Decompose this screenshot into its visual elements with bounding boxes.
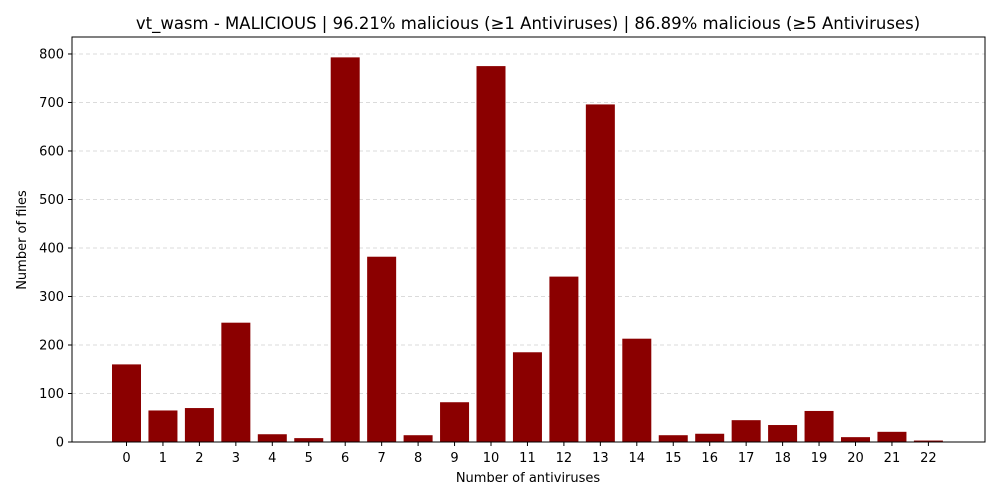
y-tick-label: 400 [39, 241, 64, 256]
bar [257, 434, 287, 442]
bar [112, 364, 141, 442]
bar [440, 402, 470, 442]
x-tick-label: 18 [774, 451, 791, 466]
x-tick-label: 17 [738, 451, 755, 466]
x-tick-label: 2 [195, 451, 203, 466]
x-tick-label: 7 [378, 451, 386, 466]
bars [112, 57, 943, 443]
chart-title: vt_wasm - MALICIOUS | 96.21% malicious (… [136, 14, 920, 34]
x-tick-label: 8 [414, 451, 422, 466]
bar [804, 410, 834, 442]
plot-frame [71, 36, 986, 443]
bar [585, 104, 615, 442]
x-tick-label: 21 [884, 451, 901, 466]
y-tick-label: 600 [39, 144, 64, 159]
x-tick-label: 16 [701, 451, 718, 466]
y-tick-label: 300 [39, 290, 64, 305]
bar [184, 408, 214, 442]
bar [476, 66, 506, 442]
bar [731, 420, 761, 442]
bar [294, 438, 324, 442]
y-axis-title: Number of files [15, 190, 30, 290]
x-tick-label: 11 [519, 451, 536, 466]
x-tick-label: 12 [556, 451, 573, 466]
bar [622, 338, 652, 442]
bar [658, 435, 688, 442]
y-tick-label: 500 [39, 193, 64, 208]
x-tick-label: 22 [920, 451, 937, 466]
bar [330, 57, 360, 443]
bar [913, 440, 943, 442]
bar [768, 425, 798, 442]
x-axis-title: Number of antiviruses [456, 471, 601, 486]
y-tick-label: 800 [39, 47, 64, 62]
x-tick-label: 14 [629, 451, 646, 466]
x-tick-label: 3 [232, 451, 240, 466]
x-tick-label: 20 [847, 451, 864, 466]
x-tick-label: 6 [341, 451, 349, 466]
x-tick-label: 19 [811, 451, 828, 466]
bar [877, 431, 907, 442]
x-axis-ticks: 0 1 2 3 4 5 6 7 8 9 10 11 12 13 14 15 16 17 18 19 20 21 22 [122, 442, 937, 466]
x-tick-label: 1 [159, 451, 167, 466]
y-tick-label: 700 [39, 96, 64, 111]
y-tick-label: 100 [39, 387, 64, 402]
x-tick-label: 4 [268, 451, 276, 466]
bar [221, 322, 251, 442]
bar [148, 410, 178, 442]
x-tick-label: 13 [592, 451, 609, 466]
x-tick-label: 10 [483, 451, 500, 466]
bar [841, 437, 870, 442]
y-tick-label: 200 [39, 338, 64, 353]
y-tick-label: 0 [56, 436, 64, 451]
x-tick-label: 9 [450, 451, 458, 466]
bar [512, 352, 542, 442]
bar [549, 276, 579, 442]
bar [403, 435, 433, 442]
x-tick-label: 0 [122, 451, 130, 466]
bar [367, 256, 397, 442]
bar [695, 433, 725, 442]
x-tick-label: 5 [305, 451, 313, 466]
x-tick-label: 15 [665, 451, 682, 466]
y-axis-ticks: 0 100 200 300 400 500 600 700 800 [39, 47, 72, 451]
